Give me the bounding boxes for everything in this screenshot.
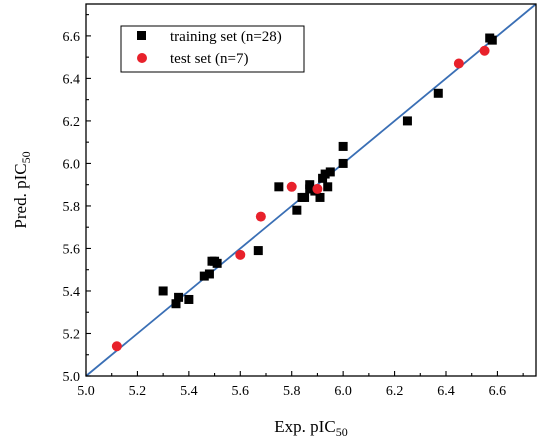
test-point	[111, 341, 122, 352]
test-point	[479, 45, 490, 56]
y-tick-label: 6.2	[63, 115, 81, 130]
y-axis-label: Pred. pIC50	[11, 151, 33, 228]
y-tick-label: 5.2	[63, 327, 81, 342]
legend-marker-training	[137, 31, 146, 40]
training-point	[253, 246, 263, 256]
x-ticks: 5.0 5.2 5.4 5.6 5.8 6.0 6.2 6.4 6.6	[77, 371, 524, 399]
legend-label-training: training set (n=28)	[170, 29, 282, 45]
training-point	[174, 292, 184, 302]
x-tick-label: 5.8	[283, 384, 301, 399]
test-point	[235, 249, 246, 260]
x-tick-label: 5.4	[180, 384, 198, 399]
training-point	[171, 299, 181, 309]
legend-marker-test	[137, 53, 147, 63]
y-tick-label: 6.6	[63, 30, 81, 45]
training-point	[402, 116, 412, 126]
x-axis-label: Exp. pIC50	[274, 417, 347, 439]
y-tick-label: 5.6	[63, 242, 81, 257]
y-tick-label: 6.4	[63, 72, 81, 87]
training-point	[158, 286, 168, 296]
x-tick-label: 6.4	[437, 384, 455, 399]
y-ticks: 5.0 5.2 5.4 5.6 5.8 6.0 6.2 6.4 6.6	[63, 14, 91, 385]
training-point	[204, 269, 214, 279]
plot-frame	[85, 3, 537, 377]
training-point	[305, 184, 315, 194]
training-point	[323, 182, 333, 192]
legend-box	[120, 25, 305, 73]
y-tick-label: 6.0	[63, 157, 81, 172]
x-tick-label: 5.6	[232, 384, 250, 399]
training-point	[297, 192, 307, 202]
test-point	[312, 183, 323, 194]
training-point	[210, 256, 220, 266]
x-tick-label: 6.2	[386, 384, 404, 399]
x-tick-label: 5.2	[129, 384, 147, 399]
training-point	[487, 35, 497, 45]
test-point	[453, 58, 464, 69]
points-layer	[111, 33, 497, 352]
y-tick-label: 5.8	[63, 200, 81, 215]
training-point	[184, 294, 194, 304]
y-tick-label: 5.0	[63, 370, 81, 385]
x-tick-label: 6.6	[489, 384, 507, 399]
training-point	[274, 182, 284, 192]
training-point	[433, 88, 443, 98]
test-point	[286, 181, 297, 192]
y-tick-label: 5.4	[63, 285, 81, 300]
training-point	[325, 167, 335, 177]
training-point	[199, 271, 209, 281]
x-tick-label: 5.0	[77, 384, 95, 399]
training-point	[338, 158, 348, 168]
x-tick-label: 6.0	[334, 384, 352, 399]
training-point	[320, 169, 330, 179]
training-point	[292, 205, 302, 215]
legend: training set (n=28) test set (n=7)	[120, 25, 305, 73]
legend-label-test: test set (n=7)	[170, 51, 248, 67]
training-point	[338, 141, 348, 151]
test-point	[255, 211, 266, 222]
training-point	[315, 192, 325, 202]
